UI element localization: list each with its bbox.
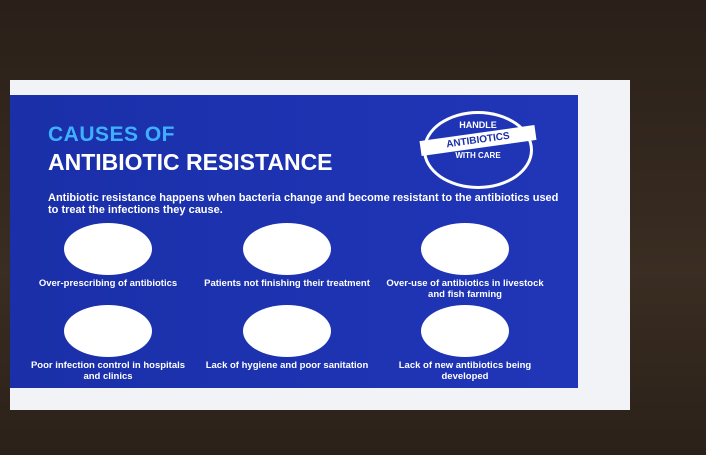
cause-icon: [64, 305, 152, 357]
cause-icon: [421, 305, 509, 357]
photo: CAUSES OF ANTIBIOTIC RESISTANCE HANDLE A…: [0, 0, 706, 455]
title: CAUSES OF: [48, 123, 175, 147]
cause-label: Over-prescribing of antibiotics: [23, 278, 193, 289]
title: ANTIBIOTIC RESISTANCE: [48, 149, 333, 176]
cause-label: Patients not finishing their treatment: [202, 278, 372, 289]
cause-label: Over-use of antibiotics in livestock and…: [380, 278, 550, 300]
cause-icon: [421, 223, 509, 275]
poster: CAUSES OF ANTIBIOTIC RESISTANCE HANDLE A…: [10, 95, 578, 388]
badge: HANDLE ANTIBIOTICS WITH CARE: [423, 111, 533, 189]
cause-label: Lack of hygiene and poor sanitation: [202, 360, 372, 371]
cause-icon: [64, 223, 152, 275]
cause-label: Poor infection control in hospitals and …: [23, 360, 193, 382]
intro: Antibiotic resistance happens when bacte…: [48, 192, 568, 216]
cause-icon: [243, 223, 331, 275]
cause-label: Lack of new antibiotics being developed: [380, 360, 550, 382]
cause-icon: [243, 305, 331, 357]
